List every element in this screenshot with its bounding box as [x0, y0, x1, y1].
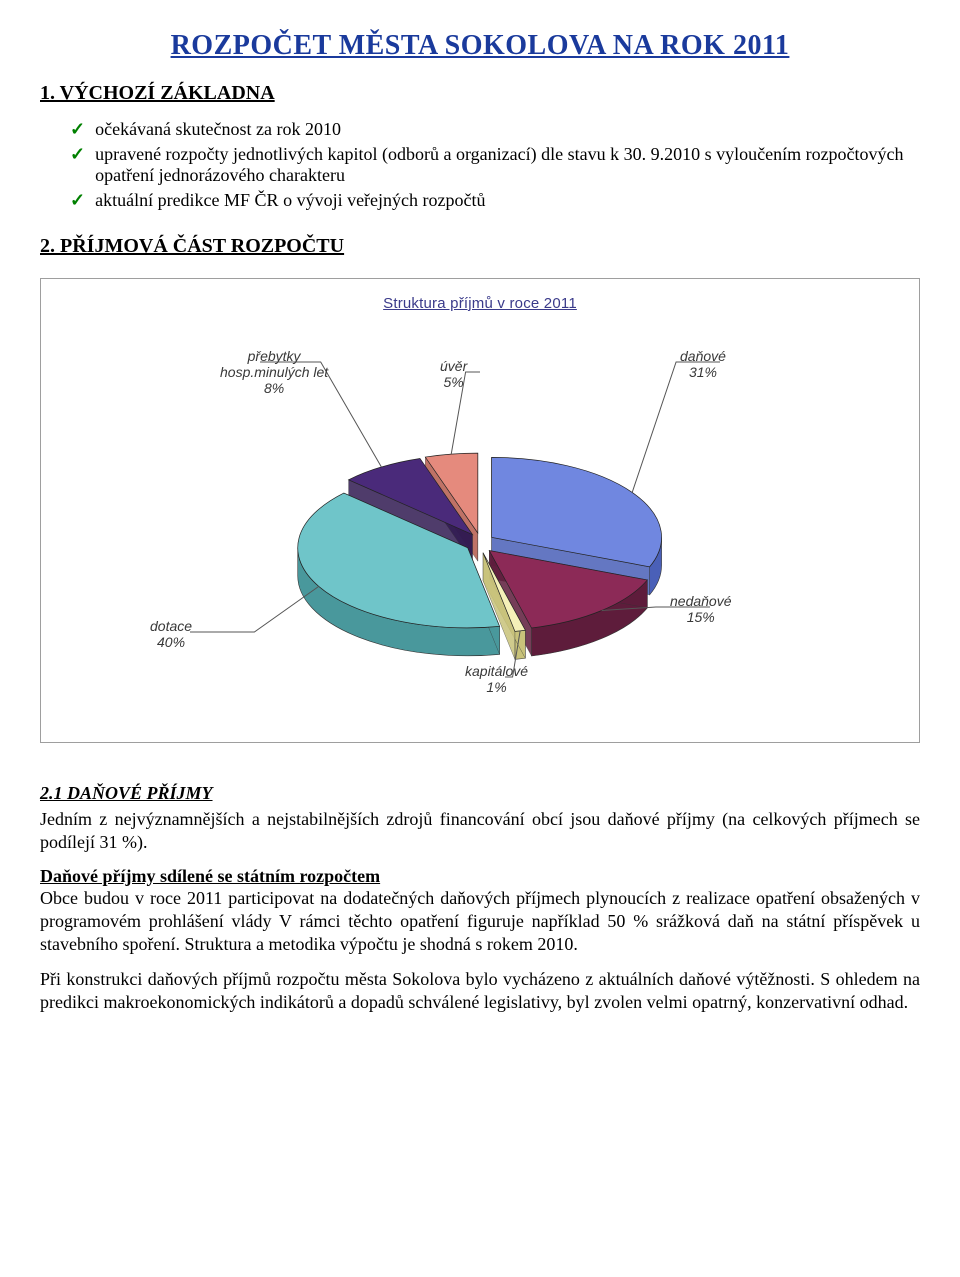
pie-slice-label: dotace 40% [150, 618, 192, 650]
para-2-1-intro: Jedním z nejvýznamnějších a nejstabilněj… [40, 808, 920, 854]
list-item: ✓ aktuální predikce MF ČR o vývoji veřej… [70, 190, 920, 211]
bullet-text: upravené rozpočty jednotlivých kapitol (… [95, 144, 920, 186]
section-1-heading: 1. VÝCHOZÍ ZÁKLADNA [40, 82, 920, 105]
section-2-heading: 2. PŘÍJMOVÁ ČÁST ROZPOČTU [40, 235, 920, 258]
section-1-bullets: ✓ očekávaná skutečnost za rok 2010 ✓ upr… [40, 119, 920, 211]
chart-title: Struktura příjmů v roce 2011 [53, 295, 907, 312]
page-title: ROZPOČET MĚSTA SOKOLOVA NA ROK 2011 [40, 30, 920, 62]
pie-slice-label: úvěr 5% [440, 358, 467, 390]
list-item: ✓ očekávaná skutečnost za rok 2010 [70, 119, 920, 140]
check-icon: ✓ [70, 190, 85, 211]
pie-slice-label: přebytky hosp.minulých let 8% [220, 348, 328, 396]
pie-slice-label: kapitálové 1% [465, 663, 528, 695]
subsub-heading: Daňové příjmy sdílené se státním rozpočt… [40, 866, 920, 887]
check-icon: ✓ [70, 119, 85, 140]
pie-slice-label: daňové 31% [680, 348, 726, 380]
bullet-text: aktuální predikce MF ČR o vývoji veřejný… [95, 190, 485, 211]
check-icon: ✓ [70, 144, 85, 165]
list-item: ✓ upravené rozpočty jednotlivých kapitol… [70, 144, 920, 186]
pie-chart: daňové 31% nedaňové 15% kapitálové 1% dotac… [70, 318, 890, 718]
section-2-1-heading: 2.1 DAŇOVÉ PŘÍJMY [40, 783, 920, 804]
para-tax-construction: Při konstrukci daňových příjmů rozpočtu … [40, 968, 920, 1014]
pie-slice-label: nedaňové 15% [670, 593, 732, 625]
para-shared-tax: Obce budou v roce 2011 participovat na d… [40, 887, 920, 956]
pie-chart-frame: Struktura příjmů v roce 2011 daňové 31% n… [40, 278, 920, 743]
bullet-text: očekávaná skutečnost za rok 2010 [95, 119, 341, 140]
